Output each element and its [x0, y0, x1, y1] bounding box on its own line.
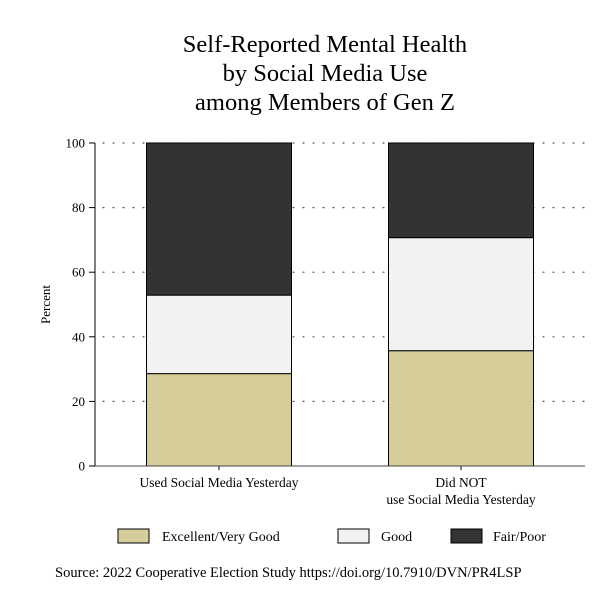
legend-label-fair-poor: Fair/Poor [493, 530, 546, 545]
bar-segment-1-good [146, 294, 292, 375]
y-tick-label-100: 100 [66, 136, 86, 151]
y-tick-label-40: 40 [72, 329, 85, 344]
y-tick-label-20: 20 [72, 394, 85, 409]
y-tick-label-80: 80 [72, 200, 85, 215]
bar-segment-2-excellent-very-good [388, 350, 534, 467]
x-tick-label-1-line-1: Used Social Media Yesterday [140, 475, 299, 490]
legend-swatch-good [337, 528, 370, 544]
y-tick-label-0: 0 [79, 459, 86, 474]
y-axis-title: Percent [38, 285, 53, 324]
bar-segment-1-fair-poor [146, 142, 292, 296]
bar-segment-1-excellent-very-good [146, 373, 292, 467]
legend-swatch-excellent-very-good [117, 528, 150, 544]
legend-label-excellent-very-good: Excellent/Very Good [162, 530, 280, 545]
legend-label-good: Good [381, 530, 412, 545]
chart-title: Self-Reported Mental Health by Social Me… [0, 30, 612, 117]
x-tick-label-2-line-1: Did NOT [435, 475, 487, 490]
title-line-2: by Social Media Use [222, 60, 428, 87]
y-tick-label-60: 60 [72, 265, 85, 280]
bar-segment-2-good [388, 237, 534, 352]
bar-segment-2-fair-poor [388, 142, 534, 239]
source-note: Source: 2022 Cooperative Election Study … [55, 565, 522, 581]
legend-swatch-fair-poor [450, 528, 483, 544]
title-line-1: Self-Reported Mental Health [182, 31, 468, 58]
title-line-3: among Members of Gen Z [195, 89, 455, 116]
x-tick-label-2-line-2: use Social Media Yesterday [386, 492, 535, 507]
